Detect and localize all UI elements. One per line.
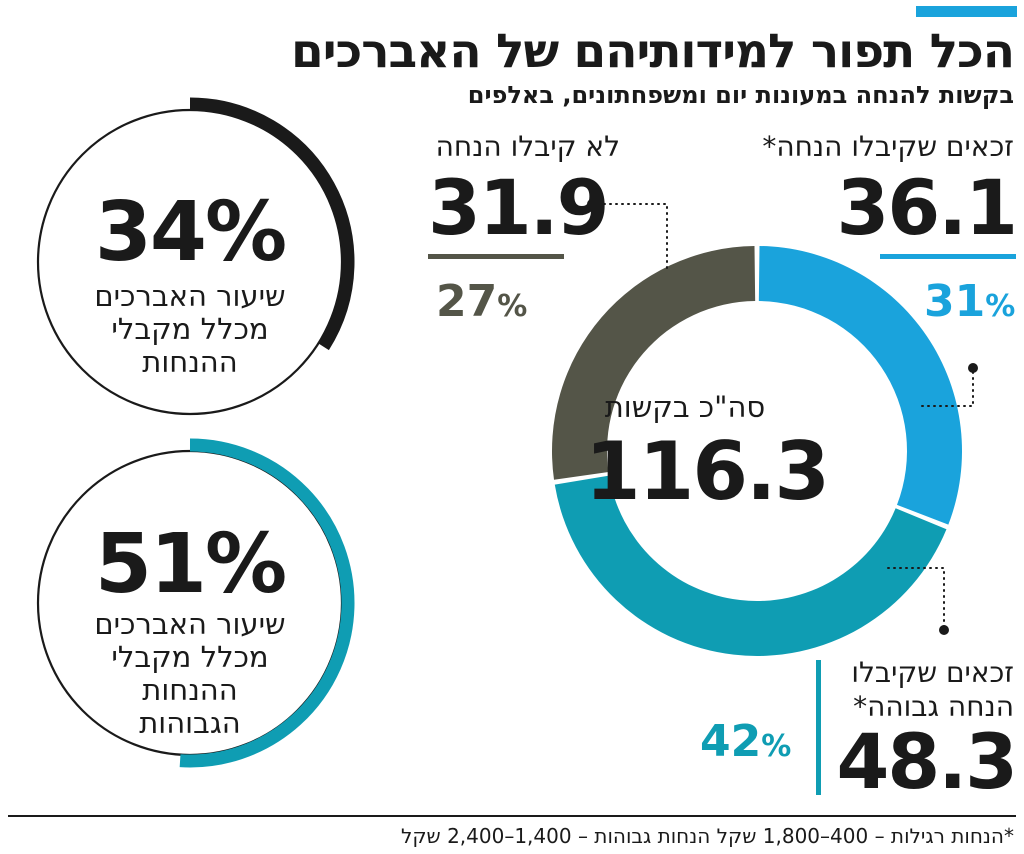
ring-51-label-line4: הגבוהות: [139, 706, 241, 740]
slice-percent-eligible: 31%: [924, 278, 1015, 331]
leader-lines: [587, 199, 978, 635]
slice-label-eligible: זכאים שקיבלו הנחה*: [762, 130, 1014, 163]
donut-total-label: סה"כ בקשות: [604, 390, 766, 424]
leader-eligible: [921, 367, 974, 407]
percent-sign: %: [497, 289, 528, 324]
accent-bar: [916, 6, 1017, 17]
leader-eligible-dot: [968, 363, 978, 373]
donut-chart: [552, 246, 963, 656]
ring-51-arc: [179, 438, 355, 768]
ring-34-value: 34%: [94, 185, 287, 280]
ring-34-label-line3: ההנחות: [142, 345, 238, 379]
chart-title: הכל תפור למידותיהם של האברכים: [291, 24, 1015, 79]
slice-rule-rejected: [428, 254, 564, 259]
donut-slice-rejected: [552, 246, 756, 480]
ring-51-label-line1: שיעור האברכים: [94, 607, 286, 641]
percent-sign: %: [985, 289, 1016, 324]
ring-51-label-line3: ההנחות: [142, 673, 238, 707]
slice-label-high-line1: זכאים שקיבלו: [851, 656, 1014, 689]
ring-34-label-line2: מכלל מקבלי: [111, 312, 269, 346]
donut-total-value: 116.3: [585, 425, 830, 518]
slice-percent-high: 42%: [700, 718, 791, 771]
slice-value-eligible: 36.1: [836, 163, 1018, 252]
ring-51-label-line2: מכלל מקבלי: [111, 640, 269, 674]
percent-sign: %: [761, 729, 792, 764]
ring-chart-34: [36, 97, 355, 416]
slice-percent-rejected-value: 27: [436, 276, 498, 327]
chart-subtitle: בקשות להנחה במעונות יום ומשפחתונים, באלפ…: [467, 81, 1014, 109]
slice-value-high: 48.3: [836, 717, 1018, 806]
slice-label-rejected: לא קיבלו הנחה: [435, 130, 620, 163]
footnote: *הנחות רגילות – 400–1,800 שקל הנחות גבוה…: [400, 824, 1014, 848]
slice-rule-high: [816, 660, 821, 795]
slice-percent-eligible-value: 31: [924, 276, 986, 327]
ring-chart-51: [36, 438, 355, 768]
donut-slice-high: [554, 475, 947, 656]
leader-high: [887, 567, 945, 631]
slice-percent-high-value: 42: [700, 716, 762, 767]
slice-rule-eligible: [880, 254, 1016, 259]
leader-rejected: [591, 203, 668, 269]
slice-label-high-line2: הנחה גבוהה*: [853, 690, 1014, 723]
leader-rejected-dot: [587, 199, 597, 209]
ring-34-label-line1: שיעור האברכים: [94, 279, 286, 313]
footer-rule: [8, 815, 1016, 817]
slice-value-rejected: 31.9: [428, 163, 610, 252]
ring-51-value: 51%: [94, 517, 287, 612]
donut-slice-eligible: [758, 246, 963, 525]
slice-percent-rejected: 27%: [436, 278, 527, 331]
leader-high-dot: [939, 625, 949, 635]
ring-34-arc: [189, 97, 355, 351]
